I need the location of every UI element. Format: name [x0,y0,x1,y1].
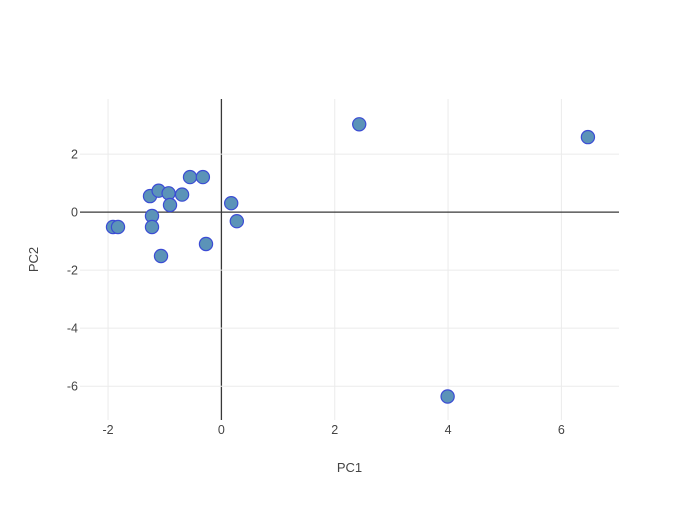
svg-text:0: 0 [218,423,225,437]
svg-text:-2: -2 [67,264,78,278]
svg-text:2: 2 [331,423,338,437]
svg-text:PC2: PC2 [26,247,41,272]
svg-text:-6: -6 [67,380,78,394]
svg-text:6: 6 [558,423,565,437]
svg-text:PC1: PC1 [337,460,362,475]
svg-text:-2: -2 [103,423,114,437]
svg-text:4: 4 [445,423,452,437]
svg-text:0: 0 [71,206,78,220]
svg-text:-4: -4 [67,322,78,336]
svg-text:2: 2 [71,148,78,162]
